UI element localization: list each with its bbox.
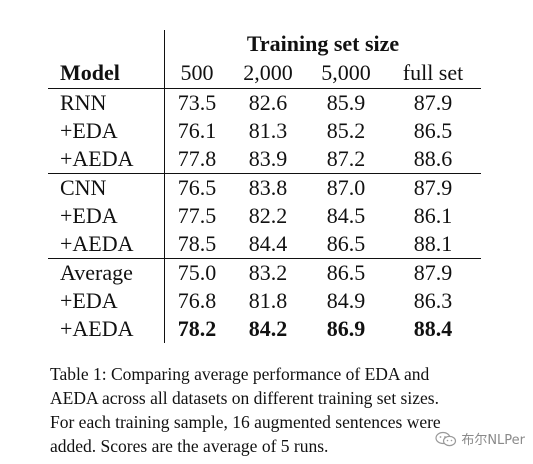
table-row: +AEDA 77.8 83.9 87.2 88.6 — [48, 145, 481, 174]
table-row: +EDA 77.5 82.2 84.5 86.1 — [48, 202, 481, 230]
column-header-2000: 2,000 — [229, 58, 307, 89]
table-cell-best: 88.4 — [413, 316, 453, 341]
table-cell-best: 84.2 — [248, 316, 288, 341]
table-cell: 84.5 — [326, 203, 366, 228]
table-caption: Table 1: Comparing average performance o… — [50, 362, 498, 458]
table-row: +AEDA 78.2 84.2 86.9 88.4 — [48, 315, 481, 343]
table-cell: 75.0 — [164, 258, 229, 287]
table-cell: 86.1 — [413, 203, 453, 228]
table-row: +EDA 76.8 81.8 84.9 86.3 — [48, 287, 481, 315]
table-cell: 85.9 — [326, 90, 366, 115]
table-cell: 88.1 — [413, 231, 453, 256]
row-label: +AEDA — [60, 146, 134, 171]
table-cell: 73.5 — [164, 88, 229, 117]
results-table: Training set size Model 500 2,000 5,000 … — [48, 30, 481, 343]
row-label: +AEDA — [60, 316, 134, 341]
column-header-5000: 5,000 — [307, 58, 385, 89]
column-header-full-set: full set — [385, 58, 481, 89]
table-cell: 78.5 — [164, 230, 229, 259]
table-cell: 84.4 — [248, 231, 288, 256]
table-cell: 88.6 — [413, 146, 453, 171]
table-cell: 87.9 — [413, 90, 453, 115]
table-cell: 87.9 — [385, 173, 481, 202]
table-row: +AEDA 78.5 84.4 86.5 88.1 — [48, 230, 481, 259]
table-cell-best: 86.9 — [326, 316, 366, 341]
caption-line: Table 1: Comparing average performance o… — [50, 364, 430, 384]
watermark: 布尔NLPer — [435, 429, 525, 448]
caption-line: For each training sample, 16 augmented s… — [50, 412, 441, 432]
table-cell: 87.0 — [307, 173, 385, 202]
table-cell: 82.2 — [248, 203, 288, 228]
table-cell: 86.3 — [413, 288, 453, 313]
table-cell: 86.5 — [413, 118, 453, 143]
row-label: +EDA — [60, 118, 118, 143]
table-row: Average 75.0 83.2 86.5 87.9 — [48, 258, 481, 287]
row-label: +EDA — [60, 203, 118, 228]
table-row: CNN 76.5 83.8 87.0 87.9 — [48, 173, 481, 202]
row-label: RNN — [60, 90, 107, 115]
table-cell: 77.8 — [164, 145, 229, 174]
table-cell: 83.9 — [248, 146, 288, 171]
table-cell: 77.5 — [164, 202, 229, 230]
watermark-text: 布尔NLPer — [461, 433, 525, 448]
table-cell-best: 78.2 — [164, 315, 229, 343]
wechat-icon — [435, 431, 457, 446]
table-row: +EDA 76.1 81.3 85.2 86.5 — [48, 117, 481, 145]
table-cell: 76.5 — [164, 173, 229, 202]
row-label: +AEDA — [60, 231, 134, 256]
table-cell: 86.5 — [326, 231, 366, 256]
model-column-header: Model — [48, 58, 165, 89]
column-header-500: 500 — [164, 58, 229, 89]
table-cell: 82.6 — [248, 90, 288, 115]
caption-line: AEDA across all datasets on different tr… — [50, 388, 439, 408]
row-label: CNN — [48, 173, 165, 202]
table-row: RNN 73.5 82.6 85.9 87.9 — [48, 88, 481, 117]
table-cell: 87.9 — [385, 258, 481, 287]
table-cell: 83.2 — [229, 258, 307, 287]
caption-line: added. Scores are the average of 5 runs. — [50, 436, 329, 456]
table-cell: 81.3 — [248, 118, 288, 143]
training-set-size-header: Training set size — [164, 30, 481, 58]
table-cell: 76.8 — [164, 287, 229, 315]
row-label: +EDA — [60, 288, 118, 313]
table-cell: 85.2 — [326, 118, 366, 143]
row-label: Average — [48, 258, 165, 287]
table-cell: 81.8 — [248, 288, 288, 313]
table-cell: 87.2 — [326, 146, 366, 171]
table-cell: 83.8 — [229, 173, 307, 202]
table-cell: 86.5 — [307, 258, 385, 287]
table-cell: 84.9 — [326, 288, 366, 313]
table-cell: 76.1 — [164, 117, 229, 145]
